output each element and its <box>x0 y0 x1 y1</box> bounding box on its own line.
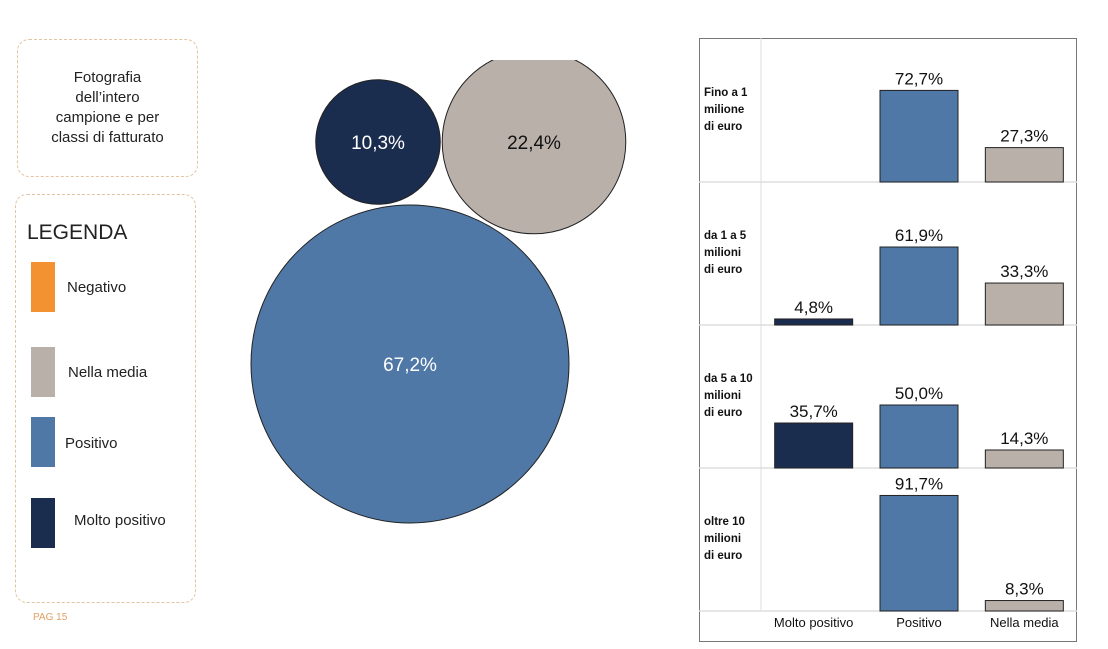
legend-label-molto-positivo: Molto positivo <box>74 512 166 529</box>
bar-molto-positivo-panel-2 <box>774 318 854 326</box>
bubble-label-positivo: 67,2% <box>383 355 437 376</box>
bar-chart-frame <box>699 38 1077 642</box>
bar-value-label: 50,0% <box>895 384 943 403</box>
panel-label-1: Fino a 1 milione di euro <box>704 87 748 133</box>
bar-positivo-panel-3 <box>879 404 959 469</box>
legend-label-positivo: Positivo <box>65 435 118 452</box>
panel-label-3: da 5 a 10 milioni di euro <box>704 373 753 419</box>
bar-value-label: 14,3% <box>1000 429 1048 448</box>
bar-nella-media-panel-2 <box>984 282 1064 326</box>
bar-value-label: 27,3% <box>1000 127 1048 146</box>
bar-value-label: 33,3% <box>1000 262 1048 281</box>
x-tick-label-nella-media: Nella media <box>990 615 1059 630</box>
bar-nella-media-panel-4 <box>984 600 1064 612</box>
panel-label-4: oltre 10 milioni di euro <box>704 516 745 562</box>
bar-positivo-panel-2 <box>879 246 959 326</box>
bubble-molto-positivo <box>315 79 441 205</box>
bar-value-label: 35,7% <box>790 402 838 421</box>
bubble-label-nella-media: 22,4% <box>507 133 561 154</box>
bar-nella-media-panel-3 <box>984 449 1064 469</box>
legend-box: LEGENDA Negativo Nella media Positivo Mo… <box>15 194 196 603</box>
bar-value-label: 91,7% <box>895 474 943 493</box>
legend-swatch-negativo <box>31 262 55 312</box>
x-tick-label-molto-positivo: Molto positivo <box>774 615 853 630</box>
bar-nella-media-panel-1 <box>984 147 1064 183</box>
page-number: PAG 15 <box>33 612 68 623</box>
bar-value-label: 61,9% <box>895 226 943 245</box>
bar-value-label: 4,8% <box>794 298 833 317</box>
legend-swatch-positivo <box>31 417 55 467</box>
description-box: Fotografia dell’intero campione e per cl… <box>17 39 198 177</box>
bubble-positivo <box>250 204 570 524</box>
description-text: Fotografia dell’intero campione e per cl… <box>51 69 164 146</box>
legend-swatch-nella-media <box>31 347 55 397</box>
bar-positivo-panel-1 <box>879 89 959 183</box>
panel-label-2: da 1 a 5 milioni di euro <box>704 230 747 276</box>
legend-label-negativo: Negativo <box>67 279 127 296</box>
bar-chart: Fino a 1 milione di euro 72,7% 27,3% da 1 a 5… <box>699 38 1077 642</box>
x-tick-label-positivo: Positivo <box>896 615 942 630</box>
bubble-chart: 67,2% 22,4% 10,3% <box>250 60 627 524</box>
bar-value-label: 72,7% <box>895 69 943 88</box>
legend-label-nella-media: Nella media <box>68 364 148 381</box>
bubble-nella-media <box>441 60 627 235</box>
bar-molto-positivo-panel-3 <box>774 422 854 469</box>
bar-value-label: 8,3% <box>1005 580 1044 599</box>
legend-title: LEGENDA <box>27 221 128 244</box>
legend-swatch-molto-positivo <box>31 498 55 548</box>
bubble-label-molto-positivo: 10,3% <box>351 133 405 154</box>
bar-positivo-panel-4 <box>879 494 959 612</box>
